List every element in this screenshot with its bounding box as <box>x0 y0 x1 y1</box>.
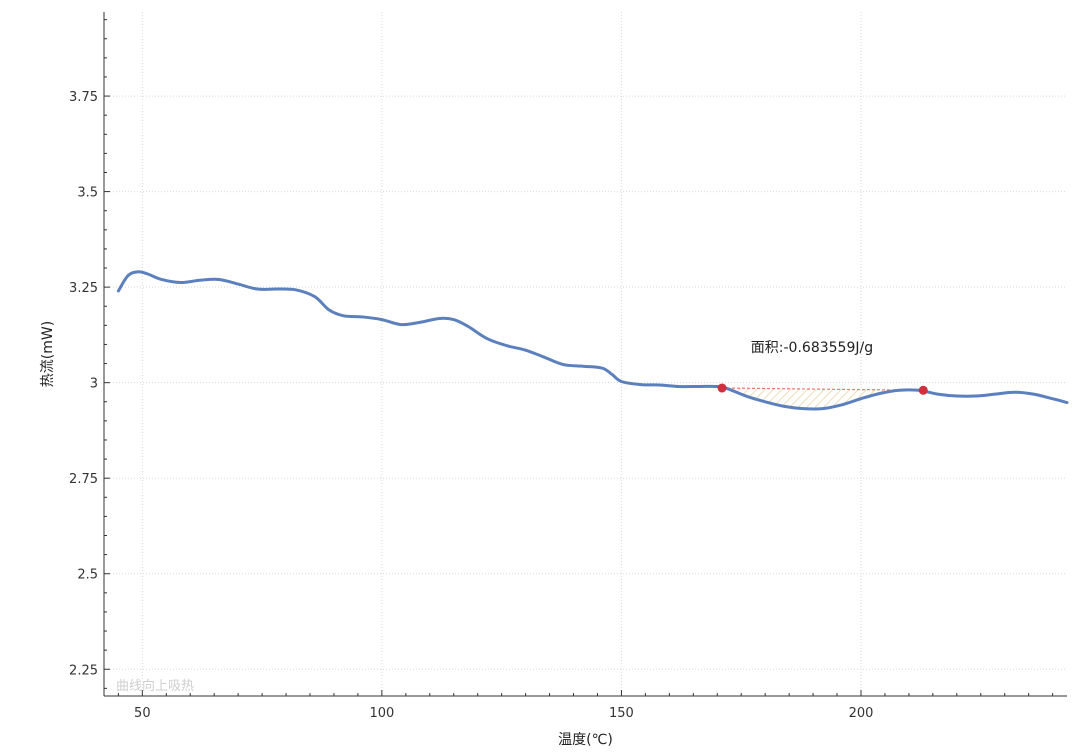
series-group <box>116 270 1069 411</box>
y-axis-title: 热流(mW) <box>40 321 56 387</box>
integration-baseline <box>722 387 924 391</box>
y-tick-label: 2.25 <box>69 663 98 678</box>
y-tick-label: 3.5 <box>77 186 98 201</box>
heat-flow-line <box>116 270 1069 411</box>
x-axis-title: 温度(℃) <box>558 732 613 748</box>
x-tick-label: 150 <box>609 706 634 721</box>
y-tick-label: 2.75 <box>69 472 98 487</box>
y-tick-label: 3.25 <box>69 281 98 296</box>
integration-end-marker <box>918 385 928 395</box>
axes <box>103 12 1067 697</box>
grid <box>104 12 1067 696</box>
x-tick-label: 50 <box>134 706 151 721</box>
ticks: 50 100 150 200 2.25 2.5 2.75 3 3.25 3.5 3.75 <box>69 19 1054 721</box>
area-annotation: 面积:-0.683559J/g <box>751 340 873 356</box>
integration-start-marker <box>717 383 727 393</box>
y-tick-label: 2.5 <box>77 568 98 583</box>
watermark-text: 曲线向上吸热 <box>116 678 194 694</box>
x-tick-label: 100 <box>369 706 394 721</box>
x-tick-label: 200 <box>849 706 874 721</box>
y-tick-label: 3 <box>90 377 98 392</box>
y-tick-label: 3.75 <box>69 90 98 105</box>
